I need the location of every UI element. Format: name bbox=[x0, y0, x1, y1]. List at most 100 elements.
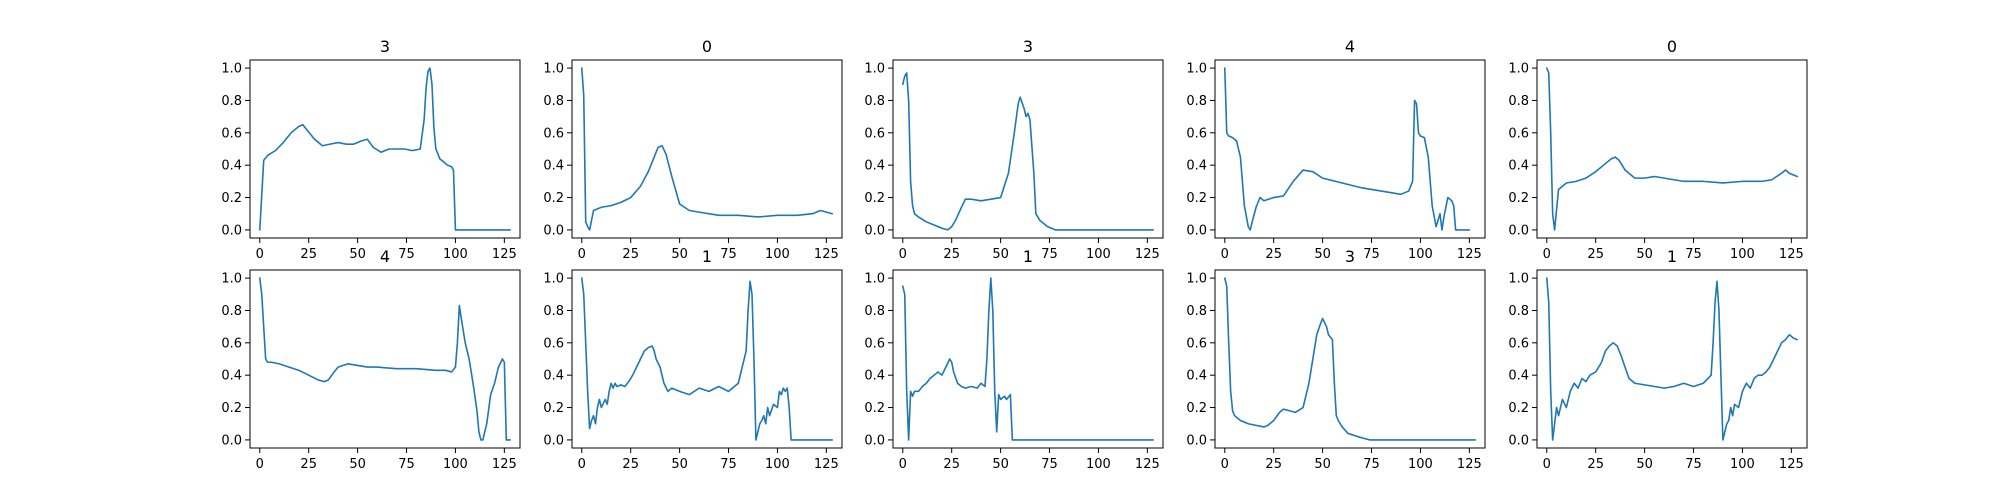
chart-7: 0 25 50 75 100 125 0.0 0.2 0.4 0.6 0.8 1.0 1 bbox=[543, 247, 843, 472]
chart-8-axes-frame bbox=[892, 269, 1164, 449]
chart-8-series-line bbox=[901, 277, 1155, 441]
chart-9-axes-frame bbox=[1214, 269, 1486, 449]
chart-6-y-tick-label: 0.0 bbox=[221, 433, 242, 448]
chart-2-y-tick-label: 0.0 bbox=[543, 223, 564, 238]
chart-4-x-tick-label: 75 bbox=[1363, 247, 1380, 262]
chart-10: 0 25 50 75 100 125 0.0 0.2 0.4 0.6 0.8 1.0 1 bbox=[1508, 247, 1808, 472]
chart-6-x-tick-label: 125 bbox=[492, 457, 517, 472]
chart-6-x-tick-label: 0 bbox=[256, 457, 264, 472]
chart-7-axes-frame bbox=[571, 269, 843, 449]
chart-6-x-tick-label: 100 bbox=[443, 457, 468, 472]
chart-6-y-tick-label: 0.6 bbox=[221, 336, 242, 351]
chart-8: 0 25 50 75 100 125 0.0 0.2 0.4 0.6 0.8 1.0 1 bbox=[864, 247, 1164, 472]
chart-8-y-tick-label: 0.0 bbox=[864, 433, 885, 448]
chart-10-y-tick-label: 0.4 bbox=[1508, 369, 1529, 384]
chart-5: 0 25 50 75 100 125 0.0 0.2 0.4 0.6 0.8 1.0 0 bbox=[1508, 37, 1808, 262]
chart-7-series-line bbox=[580, 277, 834, 441]
chart-10-y-tick-label: 0.8 bbox=[1508, 304, 1529, 319]
chart-5-y-tick-label: 0.2 bbox=[1508, 191, 1529, 206]
chart-8-y-tick-label: 0.2 bbox=[864, 401, 885, 416]
chart-4-axes-frame bbox=[1214, 59, 1486, 239]
chart-10-x-tick-label: 50 bbox=[1636, 457, 1653, 472]
chart-3-y-tick-label: 0.6 bbox=[864, 126, 885, 141]
chart-1-y-tick-label: 0.4 bbox=[221, 159, 242, 174]
chart-9-y-tick-label: 0.8 bbox=[1186, 304, 1207, 319]
chart-10-x-tick-label: 125 bbox=[1779, 457, 1804, 472]
chart-10-x-tick-label: 25 bbox=[1587, 457, 1604, 472]
chart-4-y-tick-label: 0.2 bbox=[1186, 191, 1207, 206]
chart-3-y-tick-label: 0.8 bbox=[864, 94, 885, 109]
chart-9-series-line bbox=[1223, 277, 1477, 441]
chart-5-x-tick-label: 125 bbox=[1779, 247, 1804, 262]
chart-4-x-tick-label: 125 bbox=[1457, 247, 1482, 262]
chart-4-title: 4 bbox=[1345, 37, 1355, 56]
chart-1-y-tick-label: 1.0 bbox=[221, 62, 242, 77]
chart-9-x-tick-label: 100 bbox=[1408, 457, 1433, 472]
chart-9-x-tick-label: 50 bbox=[1314, 457, 1331, 472]
chart-7-y-tick-label: 0.0 bbox=[543, 433, 564, 448]
chart-10-x-tick-label: 100 bbox=[1730, 457, 1755, 472]
chart-3-title: 3 bbox=[1023, 37, 1033, 56]
chart-3-y-tick-label: 0.2 bbox=[864, 191, 885, 206]
chart-10-axes-frame bbox=[1536, 269, 1808, 449]
chart-9-y-tick-label: 0.0 bbox=[1186, 433, 1207, 448]
chart-1-title: 3 bbox=[380, 37, 390, 56]
chart-6-axes-frame bbox=[249, 269, 521, 449]
chart-8-x-tick-label: 25 bbox=[943, 457, 960, 472]
chart-2-y-tick-label: 0.6 bbox=[543, 126, 564, 141]
chart-2-x-tick-label: 75 bbox=[720, 247, 737, 262]
chart-1-y-tick-label: 0.2 bbox=[221, 191, 242, 206]
chart-3-x-tick-label: 100 bbox=[1086, 247, 1111, 262]
chart-7-x-tick-label: 75 bbox=[720, 457, 737, 472]
chart-8-x-tick-label: 50 bbox=[992, 457, 1009, 472]
chart-5-x-tick-label: 75 bbox=[1685, 247, 1702, 262]
chart-2-x-tick-label: 50 bbox=[671, 247, 688, 262]
chart-3: 0 25 50 75 100 125 0.0 0.2 0.4 0.6 0.8 1.0 3 bbox=[864, 37, 1164, 262]
chart-7-y-tick-label: 0.4 bbox=[543, 369, 564, 384]
chart-3-y-tick-label: 0.0 bbox=[864, 223, 885, 238]
chart-5-y-tick-label: 0.0 bbox=[1508, 223, 1529, 238]
chart-3-y-tick-label: 1.0 bbox=[864, 62, 885, 77]
chart-9-y-tick-label: 1.0 bbox=[1186, 272, 1207, 287]
chart-5-y-tick-label: 1.0 bbox=[1508, 62, 1529, 77]
chart-2-y-tick-label: 0.8 bbox=[543, 94, 564, 109]
chart-8-x-tick-label: 125 bbox=[1135, 457, 1160, 472]
chart-4-x-tick-label: 50 bbox=[1314, 247, 1331, 262]
chart-6-y-tick-label: 0.2 bbox=[221, 401, 242, 416]
chart-8-x-tick-label: 0 bbox=[899, 457, 907, 472]
chart-4: 0 25 50 75 100 125 0.0 0.2 0.4 0.6 0.8 1.0 4 bbox=[1186, 37, 1486, 262]
chart-6-y-tick-label: 0.8 bbox=[221, 304, 242, 319]
chart-4-y-tick-label: 0.0 bbox=[1186, 223, 1207, 238]
chart-10-x-tick-label: 0 bbox=[1543, 457, 1551, 472]
chart-1-x-tick-label: 125 bbox=[492, 247, 517, 262]
chart-3-x-tick-label: 0 bbox=[899, 247, 907, 262]
chart-1-y-tick-label: 0.0 bbox=[221, 223, 242, 238]
chart-7-y-tick-label: 0.8 bbox=[543, 304, 564, 319]
chart-10-y-tick-label: 0.6 bbox=[1508, 336, 1529, 351]
chart-4-y-tick-label: 1.0 bbox=[1186, 62, 1207, 77]
chart-9-y-tick-label: 0.6 bbox=[1186, 336, 1207, 351]
chart-7-x-tick-label: 100 bbox=[765, 457, 790, 472]
chart-5-x-tick-label: 100 bbox=[1730, 247, 1755, 262]
chart-9-x-tick-label: 75 bbox=[1363, 457, 1380, 472]
chart-9-x-tick-label: 25 bbox=[1265, 457, 1282, 472]
chart-10-series-line bbox=[1545, 277, 1799, 441]
chart-4-series-line bbox=[1223, 67, 1471, 231]
chart-2: 0 25 50 75 100 125 0.0 0.2 0.4 0.6 0.8 1.0 0 bbox=[543, 37, 843, 262]
chart-2-y-tick-label: 1.0 bbox=[543, 62, 564, 77]
chart-3-x-tick-label: 125 bbox=[1135, 247, 1160, 262]
chart-2-x-tick-label: 125 bbox=[814, 247, 839, 262]
chart-6-y-tick-label: 0.4 bbox=[221, 369, 242, 384]
chart-8-x-tick-label: 100 bbox=[1086, 457, 1111, 472]
chart-1: 0 25 50 75 100 125 0.0 0.2 0.4 0.6 0.8 1.0 3 bbox=[221, 37, 521, 262]
chart-3-x-tick-label: 50 bbox=[992, 247, 1009, 262]
chart-3-x-tick-label: 25 bbox=[943, 247, 960, 262]
chart-9-title: 3 bbox=[1345, 247, 1355, 266]
chart-2-x-tick-label: 100 bbox=[765, 247, 790, 262]
chart-1-y-tick-label: 0.8 bbox=[221, 94, 242, 109]
chart-4-x-tick-label: 100 bbox=[1408, 247, 1433, 262]
chart-6-x-tick-label: 25 bbox=[300, 457, 317, 472]
chart-5-y-tick-label: 0.8 bbox=[1508, 94, 1529, 109]
chart-1-x-tick-label: 75 bbox=[398, 247, 415, 262]
chart-2-y-tick-label: 0.4 bbox=[543, 159, 564, 174]
